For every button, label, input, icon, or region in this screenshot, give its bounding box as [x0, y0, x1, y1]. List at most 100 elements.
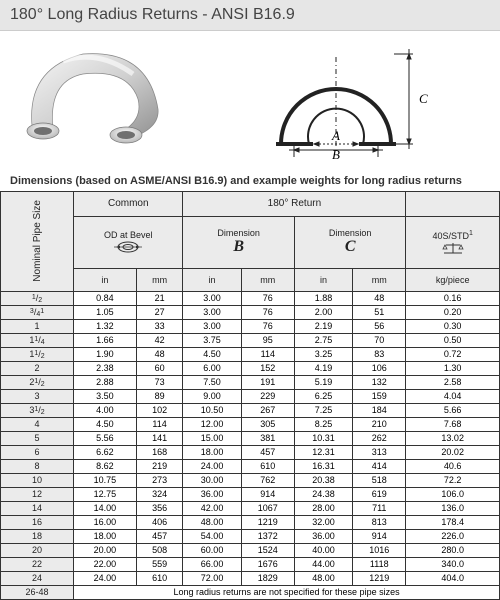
cell: 12.75	[74, 487, 137, 501]
cell: 267	[241, 403, 294, 417]
table-row: 31/24.0010210.502677.251845.66	[1, 403, 500, 417]
cell: 406	[136, 515, 183, 529]
cell: 404.0	[406, 571, 500, 585]
col-return: 180° Return	[183, 192, 406, 217]
cell: 132	[353, 375, 406, 389]
u-in2: in	[183, 268, 241, 291]
cell: 95	[241, 333, 294, 347]
table-row: 11/41.66423.75952.75700.50	[1, 333, 500, 347]
cell: 457	[136, 529, 183, 543]
row-size: 18	[1, 529, 74, 543]
cell: 1219	[241, 515, 294, 529]
cell: 48.00	[294, 571, 352, 585]
table-row: 11.32333.00762.19560.30	[1, 319, 500, 333]
cell: 7.25	[294, 403, 352, 417]
fitting-render	[8, 39, 173, 163]
cell: 106.0	[406, 487, 500, 501]
cell: 414	[353, 459, 406, 473]
svg-text:C: C	[419, 91, 428, 106]
row-size: 14	[1, 501, 74, 515]
cell: 3.25	[294, 347, 352, 361]
table-row: 2222.0055966.00167644.001118340.0	[1, 557, 500, 571]
svg-text:B: B	[332, 147, 340, 159]
row-size: 10	[1, 473, 74, 487]
cell: 60	[136, 361, 183, 375]
u-mm3: mm	[353, 268, 406, 291]
row-size: 3	[1, 389, 74, 403]
cell: 2.19	[294, 319, 352, 333]
cell: 5.19	[294, 375, 352, 389]
cell: 914	[241, 487, 294, 501]
cell: 4.04	[406, 389, 500, 403]
row-size: 11/4	[1, 333, 74, 347]
cell: 280.0	[406, 543, 500, 557]
cell: 0.16	[406, 291, 500, 305]
col-weight: 40S/STD1	[406, 216, 500, 268]
cell: 7.68	[406, 417, 500, 431]
cell: 340.0	[406, 557, 500, 571]
table-row: 1010.7527330.0076220.3851872.2	[1, 473, 500, 487]
col-nominal: Nominal Pipe Size	[1, 192, 74, 292]
row-size: 5	[1, 431, 74, 445]
cell: 2.00	[294, 305, 352, 319]
cell: 6.25	[294, 389, 352, 403]
scale-icon	[442, 242, 464, 252]
cell: 1.90	[74, 347, 137, 361]
cell: 152	[241, 361, 294, 375]
cell: 4.50	[183, 347, 241, 361]
bevel-icon	[114, 242, 142, 252]
cell: 559	[136, 557, 183, 571]
cell: 44.00	[294, 557, 352, 571]
row-size: 12	[1, 487, 74, 501]
cell: 54.00	[183, 529, 241, 543]
cell: 33	[136, 319, 183, 333]
cell: 20.02	[406, 445, 500, 459]
cell: 21	[136, 291, 183, 305]
row-size: 1/2	[1, 291, 74, 305]
diagram-row: A B C	[0, 31, 500, 171]
table-row: 88.6221924.0061016.3141440.6	[1, 459, 500, 473]
cell: 0.30	[406, 319, 500, 333]
cell: 184	[353, 403, 406, 417]
row-size: 8	[1, 459, 74, 473]
cell: 136.0	[406, 501, 500, 515]
cell: 0.50	[406, 333, 500, 347]
col-blank	[406, 192, 500, 217]
cell: 6.62	[74, 445, 137, 459]
cell: 102	[136, 403, 183, 417]
row-size: 2	[1, 361, 74, 375]
cell: 229	[241, 389, 294, 403]
cell: 356	[136, 501, 183, 515]
u-in: in	[74, 268, 137, 291]
cell: 813	[353, 515, 406, 529]
cell: 0.84	[74, 291, 137, 305]
cell: 6.00	[183, 361, 241, 375]
table-footer-row: 26-48 Long radius returns are not specif…	[1, 585, 500, 599]
cell: 2.58	[406, 375, 500, 389]
fitting-schematic: A B C	[191, 39, 492, 163]
cell: 226.0	[406, 529, 500, 543]
cell: 610	[136, 571, 183, 585]
table-row: 11/21.90484.501143.25830.72	[1, 347, 500, 361]
cell: 15.00	[183, 431, 241, 445]
cell: 2.38	[74, 361, 137, 375]
cell: 3.00	[183, 305, 241, 319]
row-size: 1	[1, 319, 74, 333]
cell: 141	[136, 431, 183, 445]
table-row: 66.6216818.0045712.3131320.02	[1, 445, 500, 459]
cell: 24.00	[74, 571, 137, 585]
cell: 3.00	[183, 319, 241, 333]
cell: 1524	[241, 543, 294, 557]
cell: 7.50	[183, 375, 241, 389]
cell: 8.62	[74, 459, 137, 473]
cell: 2.75	[294, 333, 352, 347]
row-size: 3/41	[1, 305, 74, 319]
cell: 1829	[241, 571, 294, 585]
cell: 20.00	[74, 543, 137, 557]
cell: 16.00	[74, 515, 137, 529]
cell: 4.19	[294, 361, 352, 375]
cell: 0.20	[406, 305, 500, 319]
cell: 76	[241, 291, 294, 305]
cell: 22.00	[74, 557, 137, 571]
table-row: 1212.7532436.0091424.38619106.0	[1, 487, 500, 501]
